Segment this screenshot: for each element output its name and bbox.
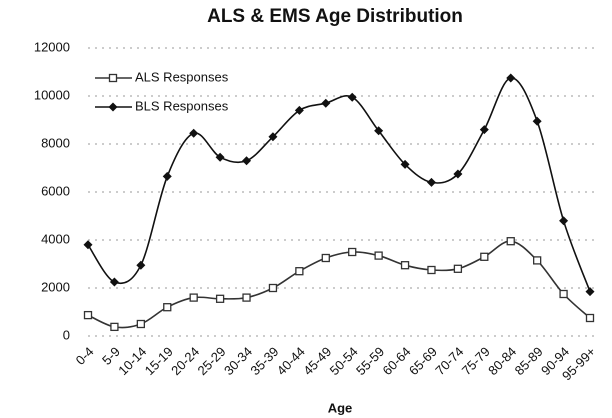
- x-tick-label: 0-4: [73, 344, 97, 368]
- marker: [83, 240, 93, 250]
- marker: [453, 169, 463, 179]
- marker: [295, 267, 304, 276]
- y-tick-label: 8000: [41, 135, 70, 150]
- marker: [585, 313, 595, 323]
- marker: [479, 125, 489, 135]
- x-tick-label: 50-54: [327, 344, 361, 378]
- x-tick-label: 55-59: [353, 344, 387, 378]
- marker: [83, 310, 93, 320]
- legend-label: BLS Responses: [135, 98, 229, 113]
- x-tick-label: 75-79: [459, 344, 493, 378]
- y-tick-label: 12000: [34, 39, 70, 54]
- marker: [426, 177, 436, 187]
- marker: [109, 277, 119, 287]
- marker: [585, 287, 595, 297]
- x-axis-label: Age: [328, 400, 353, 415]
- x-tick-label: 15-19: [142, 344, 176, 378]
- x-tick-label: 30-34: [221, 344, 255, 378]
- marker: [400, 159, 410, 169]
- marker: [480, 252, 489, 261]
- x-tick-label: 45-49: [300, 344, 334, 378]
- marker: [268, 283, 278, 293]
- marker: [347, 92, 357, 102]
- marker: [427, 265, 436, 275]
- marker: [110, 322, 119, 332]
- marker: [506, 237, 515, 246]
- marker: [453, 264, 463, 273]
- x-tick-label: 85-89: [512, 344, 546, 378]
- chart-title: ALS & EMS Age Distribution: [207, 6, 463, 27]
- marker: [400, 261, 410, 270]
- marker: [215, 152, 225, 162]
- y-tick-label: 10000: [34, 87, 70, 102]
- y-tick-label: 2000: [41, 279, 70, 294]
- series-line: [87, 240, 591, 329]
- x-tick-label: 10-14: [115, 344, 149, 378]
- marker: [321, 98, 331, 108]
- marker: [189, 128, 199, 138]
- marker: [242, 293, 251, 302]
- marker: [506, 73, 516, 83]
- marker: [189, 293, 198, 302]
- marker: [533, 256, 542, 265]
- x-tick-label: 70-74: [432, 344, 466, 378]
- marker: [374, 251, 383, 260]
- marker: [215, 294, 225, 303]
- marker: [268, 132, 278, 142]
- marker: [136, 260, 146, 270]
- legend-label: ALS Responses: [135, 69, 229, 84]
- y-tick-label: 4000: [41, 231, 70, 246]
- x-tick-label: 20-24: [168, 344, 202, 378]
- marker: [136, 319, 145, 329]
- marker: [348, 247, 357, 257]
- x-tick-label: 80-84: [485, 344, 519, 378]
- marker: [559, 289, 568, 299]
- x-tick-label: 35-39: [247, 344, 281, 378]
- legend-marker: [108, 73, 118, 83]
- marker: [294, 105, 304, 115]
- marker: [162, 171, 172, 181]
- marker: [321, 253, 330, 263]
- marker: [163, 303, 172, 312]
- marker: [559, 216, 569, 226]
- x-tick-label: 60-64: [379, 344, 413, 378]
- marker: [242, 156, 252, 166]
- marker: [532, 116, 542, 126]
- x-tick-label: 40-44: [274, 344, 308, 378]
- x-tick-label: 65-69: [406, 344, 440, 378]
- y-tick-label: 0: [63, 327, 70, 342]
- legend-marker: [108, 102, 118, 112]
- x-tick-label: 25-29: [195, 344, 229, 378]
- marker: [374, 126, 384, 136]
- y-tick-label: 6000: [41, 183, 70, 198]
